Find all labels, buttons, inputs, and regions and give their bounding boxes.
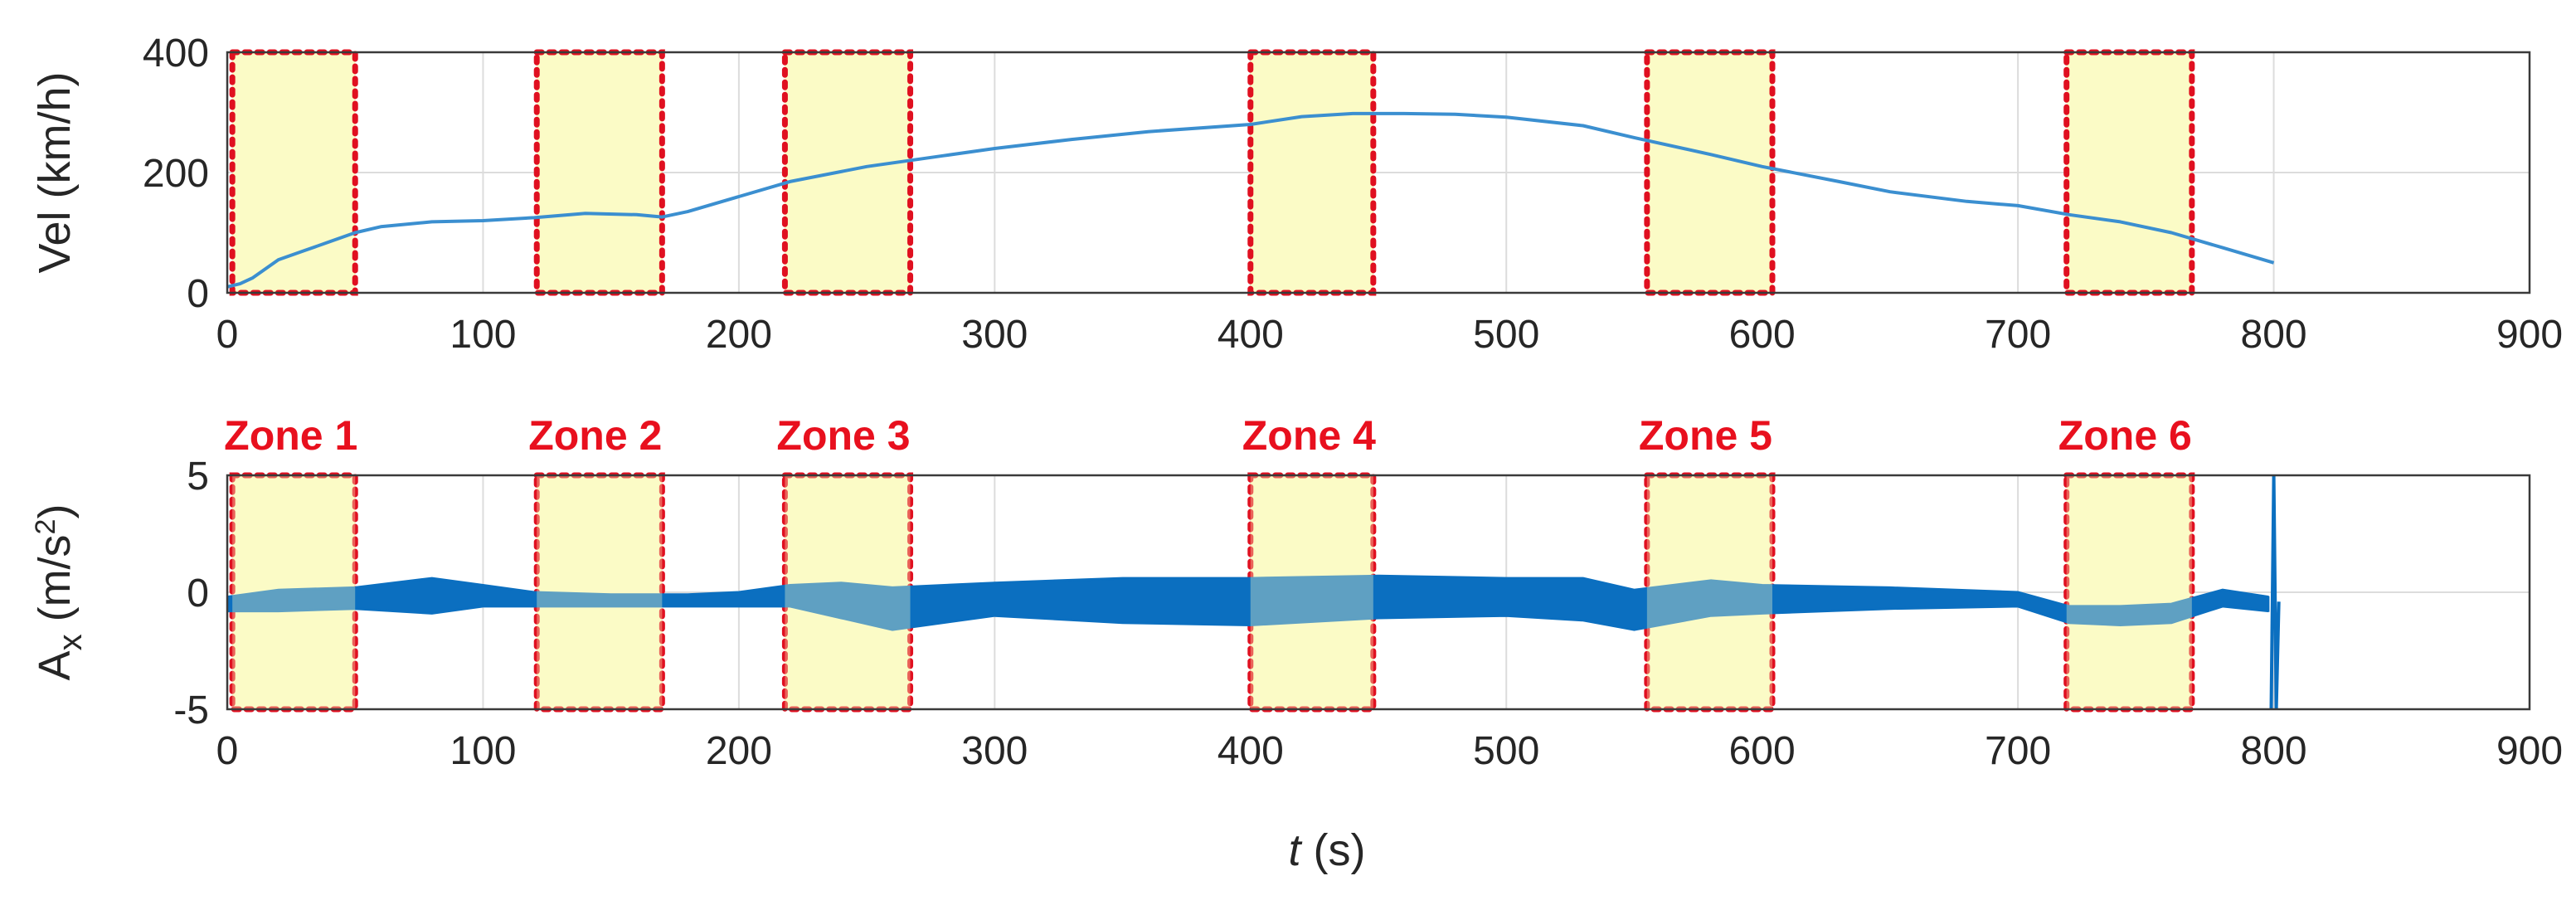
acceleration-upper-envelope bbox=[227, 574, 2269, 608]
velocity-series-line bbox=[227, 111, 2275, 289]
ax-ylabel-sub: x bbox=[52, 634, 89, 650]
ax-x-tick-label: 500 bbox=[1473, 729, 1539, 773]
vel-zone-4-box bbox=[1247, 49, 1377, 296]
vel-x-tick-label: 800 bbox=[2241, 313, 2307, 357]
ax-ylabel-main: A bbox=[30, 650, 80, 680]
velocity-axes-box bbox=[226, 51, 2531, 294]
ax-zone-4-tint bbox=[1250, 475, 1373, 709]
acceleration-axes-box bbox=[226, 474, 2531, 711]
vel-x-tick-label: 200 bbox=[706, 313, 772, 357]
vel-x-tick-label: 0 bbox=[216, 313, 239, 357]
acceleration-panel: 0 100 200 300 400 500 600 700 800 900 -505 Ax (m/… bbox=[30, 455, 2563, 875]
ax-x-tick-label: 900 bbox=[2496, 729, 2563, 773]
ax-y-tick-label: -5 bbox=[173, 688, 209, 732]
ax-x-tick-label: 100 bbox=[450, 729, 516, 773]
vel-x-tick-label: 900 bbox=[2496, 313, 2563, 357]
vel-y-tick-label: 200 bbox=[143, 152, 209, 196]
zone-1-label: Zone 1 bbox=[224, 412, 357, 459]
vel-x-tick-label: 400 bbox=[1218, 313, 1284, 357]
ax-zone-5-tint bbox=[1646, 475, 1773, 709]
vel-x-tick-label: 100 bbox=[450, 313, 516, 357]
acceleration-band bbox=[227, 575, 2270, 631]
acceleration-x-label: t (s) bbox=[1289, 825, 1366, 875]
ax-zone-2-tint bbox=[537, 475, 663, 709]
ax-x-tick-label: 400 bbox=[1218, 729, 1284, 773]
ax-x-tick-label: 800 bbox=[2241, 729, 2307, 773]
ax-ylabel-unit-sup: 2 bbox=[30, 519, 61, 535]
ax-x-tick-label: 300 bbox=[961, 729, 1028, 773]
ax-x-tick-label: 200 bbox=[706, 729, 772, 773]
vel-x-tick-label: 500 bbox=[1473, 313, 1539, 357]
vel-zone-1-box bbox=[229, 49, 358, 296]
vel-y-tick-label: 400 bbox=[143, 32, 209, 75]
vel-x-tick-label: 700 bbox=[1985, 313, 2051, 357]
vel-zone-5-box bbox=[1644, 49, 1776, 296]
acceleration-y-label: Ax (m/s2) bbox=[30, 504, 89, 681]
zone-2-label: Zone 2 bbox=[528, 412, 662, 459]
acceleration-lower-envelope bbox=[227, 605, 2269, 631]
ax-y-tick-label: 5 bbox=[187, 455, 209, 499]
zone-6-label: Zone 6 bbox=[2058, 412, 2192, 459]
acceleration-final-spike bbox=[2269, 475, 2281, 709]
ax-x-tick-label: 0 bbox=[216, 729, 239, 773]
ax-zone-6-box bbox=[2063, 472, 2195, 713]
ax-x-tick-label: 700 bbox=[1985, 729, 2051, 773]
ax-ylabel-unit-open: (m/s bbox=[30, 534, 80, 634]
vel-x-tick-label: 300 bbox=[961, 313, 1028, 357]
ax-xlabel-italic: t bbox=[1289, 825, 1303, 875]
ax-zone-6-tint bbox=[2066, 475, 2192, 709]
ax-xlabel-unit: (s) bbox=[1301, 825, 1366, 875]
vel-y-tick-label: 0 bbox=[187, 272, 209, 316]
zone-5-label: Zone 5 bbox=[1639, 412, 1772, 459]
vel-zone-6-box bbox=[2063, 49, 2195, 296]
ax-zone-1-tint bbox=[232, 475, 356, 709]
vel-zone-2-box bbox=[533, 49, 665, 296]
ax-x-tick-label: 600 bbox=[1729, 729, 1796, 773]
ax-ylabel-unit-close: ) bbox=[30, 504, 80, 519]
zone-4-label: Zone 4 bbox=[1242, 412, 1376, 459]
velocity-y-label: Vel (km/h) bbox=[30, 71, 80, 273]
ax-zone-3-tint bbox=[785, 475, 911, 709]
vel-x-tick-label: 600 bbox=[1729, 313, 1796, 357]
vel-zone-3-box bbox=[781, 49, 914, 296]
zone-3-label: Zone 3 bbox=[776, 412, 910, 459]
velocity-panel: 0 100 200 300 400 500 600 700 800 900 0 200 400 Vel… bbox=[30, 32, 2563, 357]
ax-y-tick-label: 0 bbox=[187, 572, 209, 615]
